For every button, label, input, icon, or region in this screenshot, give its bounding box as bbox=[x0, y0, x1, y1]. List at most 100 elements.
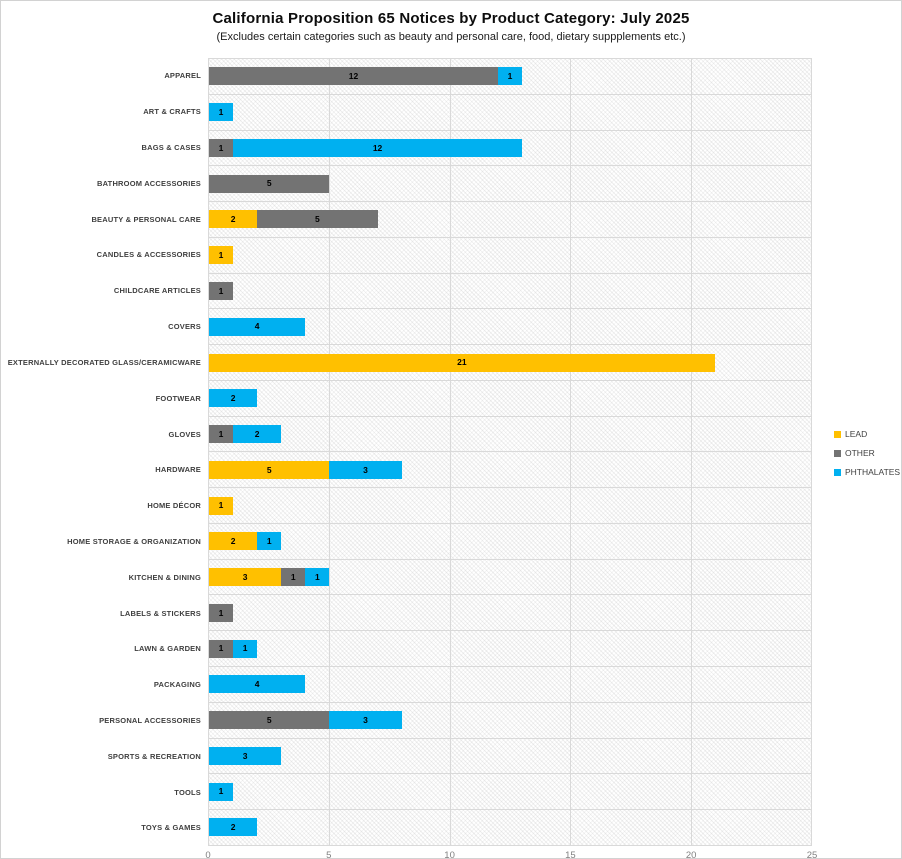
bar-value-label: 2 bbox=[230, 214, 236, 225]
category-label: HOME STORAGE & ORGANIZATION bbox=[67, 536, 201, 546]
bar-value-label: 3 bbox=[242, 571, 248, 582]
bar-value-label: 4 bbox=[254, 679, 260, 690]
bar-segment: 4 bbox=[209, 675, 306, 694]
bar-value-label: 1 bbox=[218, 643, 224, 654]
bar-segment: 1 bbox=[209, 138, 234, 157]
bar-segment: 1 bbox=[209, 103, 234, 122]
bar-value-label: 1 bbox=[314, 571, 320, 582]
bar-row: 1 bbox=[209, 238, 811, 274]
category-axis: APPAREL ART & CRAFTS BAGS & CASES BATHROOM … bbox=[1, 58, 201, 846]
bar-segment: 1 bbox=[209, 246, 234, 265]
category-label: BEAUTY & PERSONAL CARE bbox=[91, 214, 201, 224]
bar-segment: 1 bbox=[257, 532, 282, 551]
bar-segment: 3 bbox=[209, 746, 282, 765]
bar-segment: 5 bbox=[257, 210, 378, 229]
bar-value-label: 1 bbox=[218, 607, 224, 618]
category-label: COVERS bbox=[168, 322, 201, 332]
bar-value-label: 1 bbox=[218, 142, 224, 153]
bar-value-label: 1 bbox=[290, 571, 296, 582]
bar-stack: 1 bbox=[209, 103, 811, 122]
bar-segment: 1 bbox=[305, 568, 330, 587]
bar-segment: 1 bbox=[209, 782, 234, 801]
bar-value-label: 1 bbox=[507, 71, 513, 82]
bar-segment: 3 bbox=[329, 711, 402, 730]
category-label: CANDLES & ACCESSORIES bbox=[96, 250, 201, 260]
bar-segment: 12 bbox=[209, 67, 498, 86]
category-label: LAWN & GARDEN bbox=[134, 644, 201, 654]
category-label: APPAREL bbox=[164, 71, 201, 81]
bar-value-label: 2 bbox=[254, 428, 260, 439]
bar-segment: 2 bbox=[209, 818, 258, 837]
category-label: FOOTWEAR bbox=[155, 393, 201, 403]
bar-stack: 5 bbox=[209, 174, 811, 193]
bar-segment: 1 bbox=[209, 425, 234, 444]
bar-segment: 5 bbox=[209, 711, 330, 730]
category-label: HOME DÉCOR bbox=[147, 501, 201, 511]
bar-segment: 12 bbox=[233, 138, 523, 157]
category-label: PERSONAL ACCESSORIES bbox=[99, 716, 201, 726]
bar-value-label: 1 bbox=[218, 285, 224, 296]
legend: LEAD OTHER PHTHALATES bbox=[834, 429, 900, 477]
bar-value-label: 5 bbox=[314, 214, 320, 225]
bar-segment: 1 bbox=[209, 639, 234, 658]
x-tick-label: 10 bbox=[444, 850, 455, 859]
bar-row: 1 bbox=[209, 274, 811, 310]
legend-swatch bbox=[834, 430, 841, 438]
bar-segment: 1 bbox=[209, 603, 234, 622]
bar-value-label: 1 bbox=[218, 249, 224, 260]
legend-item: LEAD bbox=[834, 429, 900, 439]
bar-value-label: 5 bbox=[266, 178, 272, 189]
bar-segment: 2 bbox=[209, 389, 258, 408]
bar-row: 1 bbox=[209, 595, 811, 632]
bar-segment: 3 bbox=[329, 460, 402, 479]
legend-label: PHTHALATES bbox=[845, 467, 901, 477]
bar-row: 4 bbox=[209, 667, 811, 703]
legend-label: LEAD bbox=[845, 429, 868, 439]
bar-row: 3 1 1 bbox=[209, 560, 811, 596]
x-axis: 0 5 10 15 20 25 bbox=[205, 850, 817, 859]
legend-swatch bbox=[834, 468, 841, 476]
category-label: GLOVES bbox=[168, 429, 201, 439]
bar-stack: 12 1 bbox=[209, 67, 811, 86]
bar-stack: 3 bbox=[209, 746, 811, 765]
bar-segment: 2 bbox=[209, 210, 258, 229]
bar-stack: 1 bbox=[209, 782, 811, 801]
category-label: EXTERNALLY DECORATED GLASS/CERAMICWARE bbox=[7, 357, 201, 367]
chart-subtitle: (Excludes certain categories such as bea… bbox=[216, 31, 686, 43]
bar-segment: 5 bbox=[209, 174, 330, 193]
category-label: BAGS & CASES bbox=[141, 143, 201, 153]
bar-value-label: 1 bbox=[218, 786, 224, 797]
bar-row: 21 bbox=[209, 345, 811, 381]
bar-value-label: 21 bbox=[457, 357, 467, 368]
bar-segment: 1 bbox=[233, 639, 258, 658]
bar-row: 2 bbox=[209, 381, 811, 417]
bar-stack: 21 bbox=[209, 353, 811, 372]
bar-value-label: 2 bbox=[230, 822, 236, 833]
bar-stack: 2 bbox=[209, 389, 811, 408]
bar-stack: 1 12 bbox=[209, 138, 811, 157]
bar-row: 4 bbox=[209, 309, 811, 346]
bar-segment: 2 bbox=[233, 425, 282, 444]
chart-title: California Proposition 65 Notices by Pro… bbox=[212, 10, 690, 27]
plot-rows: 12 1 1 1 12 5 2 5 1 1 4 21 2 1 2 5 3 1 2 1 3 1 1 1 1 1 4 5 3 3 1 2 bbox=[209, 59, 811, 845]
plot-area: 12 1 1 1 12 5 2 5 1 1 4 21 2 1 2 5 3 1 2 1 3 1 1 1 1 1 4 5 3 3 1 2 bbox=[208, 58, 812, 846]
bar-row: 1 12 bbox=[209, 131, 811, 167]
legend-item: PHTHALATES bbox=[834, 467, 900, 477]
bar-value-label: 3 bbox=[363, 464, 368, 475]
bar-stack: 1 bbox=[209, 281, 811, 300]
bar-segment: 3 bbox=[209, 568, 282, 587]
category-label: TOOLS bbox=[174, 787, 201, 797]
bar-segment: 1 bbox=[281, 568, 306, 587]
bar-stack: 4 bbox=[209, 675, 811, 694]
bar-row: 3 bbox=[209, 739, 811, 775]
x-tick-label: 25 bbox=[806, 850, 818, 859]
category-label: TOYS & GAMES bbox=[141, 823, 201, 833]
bar-segment: 1 bbox=[497, 67, 523, 86]
